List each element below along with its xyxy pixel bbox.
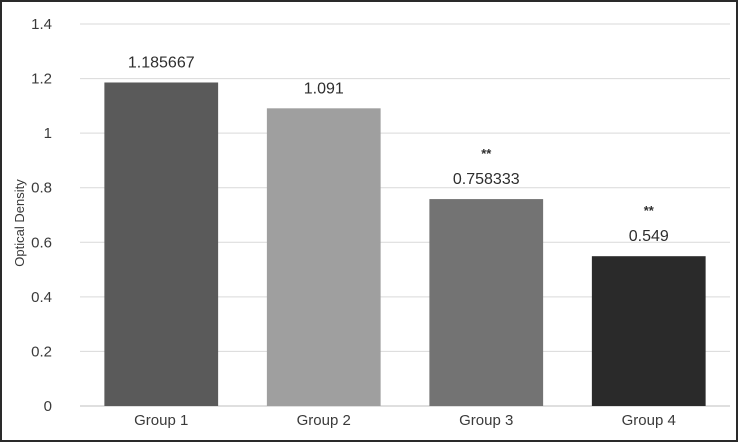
x-tick-label: Group 1 <box>134 412 188 429</box>
bars <box>104 82 706 406</box>
y-tick-label: 0.2 <box>31 343 52 360</box>
y-axis-label: Optical Density <box>12 179 27 267</box>
y-tick-label: 0.6 <box>31 234 52 251</box>
y-tick-label: 1.4 <box>31 16 52 33</box>
y-tick-label: 0.8 <box>31 180 52 197</box>
y-tick-label: 0.4 <box>31 289 52 306</box>
bar-4 <box>591 256 706 406</box>
data-label: 1.185667 <box>128 54 195 71</box>
x-tick-labels: Group 1 Group 2 Group 3 Group 4 <box>134 412 676 429</box>
y-tick-label: 0 <box>44 398 52 415</box>
x-tick-label: Group 2 <box>297 412 351 429</box>
data-label: 1.091 <box>304 80 344 97</box>
y-tick-label: 1.2 <box>31 71 52 88</box>
x-tick-label: Group 4 <box>622 412 676 429</box>
data-label: 0.758333 <box>453 171 520 188</box>
bar-1 <box>104 82 219 406</box>
data-labels: 1.185667 1.091 0.758333 ** 0.549 ** <box>128 54 669 245</box>
significance-marker: ** <box>481 146 492 161</box>
data-label: 0.549 <box>629 228 669 245</box>
y-tick-labels: 0 0.2 0.4 0.6 0.8 1 1.2 1.4 <box>31 16 52 415</box>
significance-marker: ** <box>644 203 655 218</box>
x-tick-label: Group 3 <box>459 412 513 429</box>
y-tick-label: 1 <box>44 125 52 142</box>
bar-3 <box>429 199 544 406</box>
bar-2 <box>266 108 381 406</box>
